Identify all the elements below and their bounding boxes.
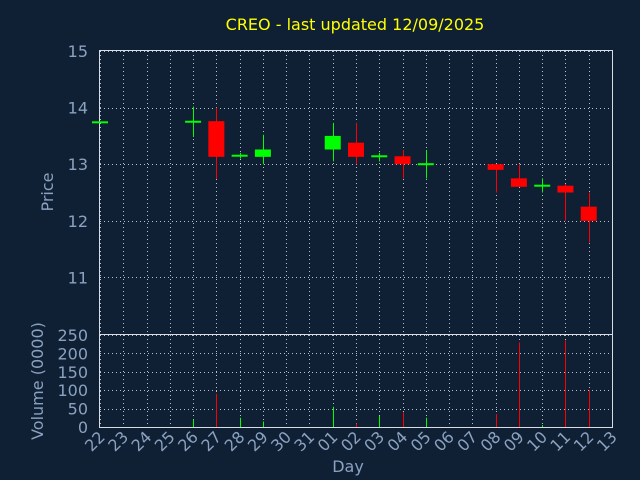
candle xyxy=(417,150,434,179)
chart-title: CREO - last updated 12/09/2025 xyxy=(226,15,485,34)
candle-body xyxy=(348,142,364,157)
candle-body xyxy=(534,184,551,187)
candle-body xyxy=(231,154,248,157)
x-axis-label: Day xyxy=(332,457,364,476)
x-tick-labels: 2223242526272829303101020304050607080910… xyxy=(81,427,621,455)
volume-axis-label: Volume (0000) xyxy=(28,322,47,440)
candle-body xyxy=(185,120,202,123)
price-y-tick-label: 14 xyxy=(68,99,88,118)
volume-y-tick-label: 200 xyxy=(57,344,88,363)
price-candles xyxy=(92,106,597,243)
candle-body xyxy=(487,164,504,170)
price-y-tick-label: 12 xyxy=(68,212,88,231)
price-y-tick-label: 13 xyxy=(68,155,88,174)
price-y-tick-label: 11 xyxy=(68,268,88,287)
candle xyxy=(534,178,551,193)
candle-body xyxy=(324,135,341,150)
candle xyxy=(208,107,225,179)
price-y-tick-label: 15 xyxy=(68,42,88,61)
volume-y-tick-label: 250 xyxy=(57,326,88,345)
candle-body xyxy=(557,185,574,193)
candle-body xyxy=(208,121,225,157)
price-gridlines xyxy=(100,51,613,334)
candle xyxy=(394,150,411,179)
candle xyxy=(580,192,597,243)
volume-y-tick-label: 150 xyxy=(57,363,88,382)
candle xyxy=(231,152,248,159)
candle xyxy=(92,121,108,124)
volume-y-tick-label: 100 xyxy=(57,381,88,400)
volume-y-tick-label: 0 xyxy=(78,418,88,437)
candle-body xyxy=(371,155,388,158)
candle-body xyxy=(92,121,108,124)
candle-body xyxy=(394,156,411,165)
price-axis-label: Price xyxy=(38,172,57,211)
candle-body xyxy=(510,178,527,187)
candle-body xyxy=(580,206,597,221)
candle xyxy=(348,122,364,165)
candle xyxy=(487,164,504,193)
candle xyxy=(557,184,574,221)
candle-body xyxy=(417,163,434,166)
volume-y-tick-label: 50 xyxy=(68,400,88,419)
candle xyxy=(254,134,271,165)
candle-body xyxy=(254,149,271,157)
volume-panel-frame xyxy=(99,334,613,428)
candle xyxy=(324,122,341,162)
candle xyxy=(185,106,202,138)
candle xyxy=(510,164,527,187)
price-y-tick-labels: 11 12 13 14 15 xyxy=(68,42,88,287)
candle xyxy=(371,152,388,162)
volume-bars xyxy=(193,340,590,427)
